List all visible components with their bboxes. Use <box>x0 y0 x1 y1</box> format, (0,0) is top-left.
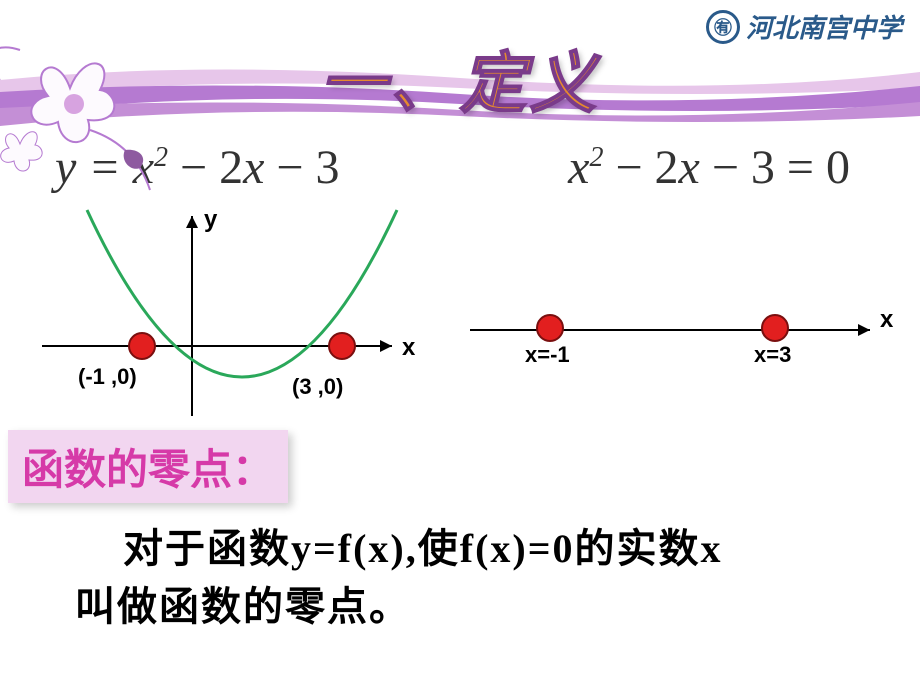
slide-root: { "logo": { "glyph": "㊒", "school_name":… <box>0 0 920 690</box>
eq-term1: − 2 <box>168 141 243 194</box>
x-axis-label-left: x <box>402 334 415 362</box>
zero-point-heading: 函数的零点： <box>8 430 288 503</box>
x-axis-label-right: x <box>880 306 893 334</box>
root-label-3: x=3 <box>754 342 791 368</box>
school-logo: ㊒ 河北南宫中学 <box>706 8 902 45</box>
number-line-graph: x x=-1 x=3 <box>470 280 890 390</box>
definition-line1: 对于函数y=f(x),使f(x)=0的实数x <box>123 526 723 571</box>
eq2-term1: − 2 <box>603 141 678 194</box>
y-axis-label: y <box>204 206 217 234</box>
flower-decoration-icon <box>0 30 170 200</box>
point-label-3: (3 ,0) <box>292 374 343 400</box>
eq2-var-x2: x <box>679 141 700 194</box>
eq2-exponent: 2 <box>589 142 603 173</box>
definition-line2: 叫做函数的零点。 <box>75 584 411 629</box>
eq2-term2: − 3 = 0 <box>700 141 850 194</box>
point-label-neg1: (-1 ,0) <box>78 364 137 390</box>
parabola-graph: y x (-1 ,0) (3 ,0) <box>22 206 422 426</box>
definition-text: 对于函数y=f(x),使f(x)=0的实数x 叫做函数的零点。 <box>75 520 875 636</box>
eq-var-x2: x <box>243 141 264 194</box>
school-name: 河北南宫中学 <box>746 8 902 45</box>
eq2-var-x: x <box>568 141 589 194</box>
equation-zero: x2 − 2x − 3 = 0 <box>568 140 850 195</box>
root-label-neg1: x=-1 <box>525 342 570 368</box>
slide-title: 一、定义 <box>320 30 600 126</box>
eq-term2: − 3 <box>264 141 339 194</box>
logo-emblem-icon: ㊒ <box>706 10 740 44</box>
